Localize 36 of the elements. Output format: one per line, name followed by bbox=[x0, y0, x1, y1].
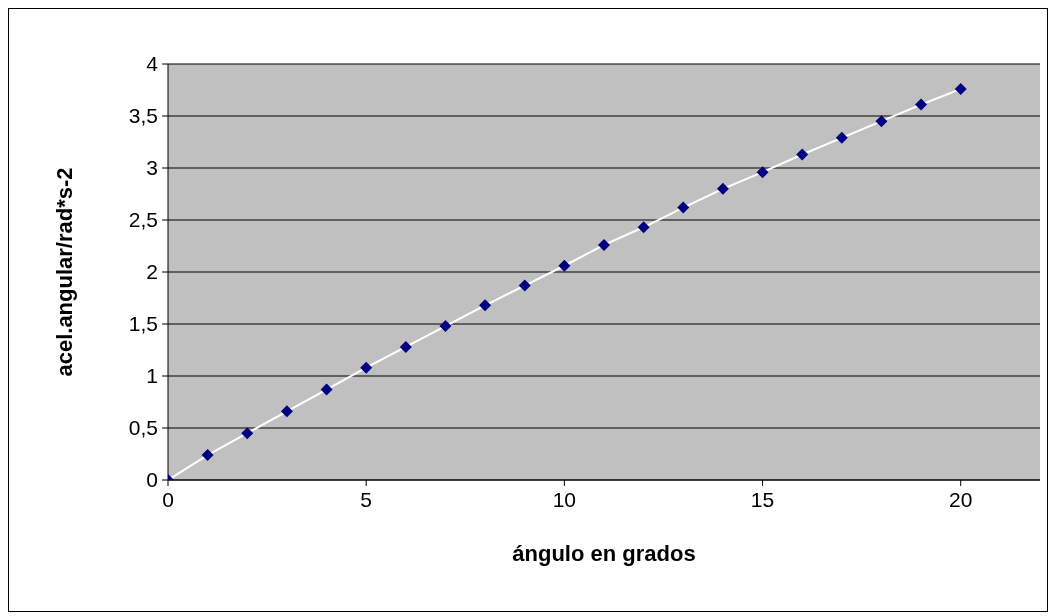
point bbox=[399, 340, 412, 353]
point bbox=[716, 182, 729, 195]
point bbox=[637, 221, 650, 234]
point bbox=[915, 98, 928, 111]
point bbox=[280, 405, 293, 418]
point bbox=[598, 238, 610, 251]
y-tick-label: 3,5 bbox=[128, 104, 158, 128]
y-tick-label: 0,5 bbox=[128, 416, 158, 440]
y-tick-label: 3 bbox=[146, 156, 158, 180]
point bbox=[756, 166, 769, 179]
point bbox=[201, 449, 214, 462]
point bbox=[835, 131, 848, 144]
x-tick-label: 0 bbox=[162, 487, 174, 511]
y-tick-label: 0 bbox=[146, 468, 158, 492]
point bbox=[479, 299, 492, 312]
x-tick-label: 20 bbox=[949, 487, 973, 511]
point bbox=[677, 201, 690, 214]
x-tick-label: 15 bbox=[750, 487, 775, 511]
y-tick-label: 1 bbox=[146, 364, 158, 388]
y-tick-label: 1,5 bbox=[128, 312, 158, 336]
x-tick-label: 5 bbox=[360, 487, 373, 511]
point bbox=[320, 383, 333, 396]
point bbox=[796, 148, 809, 161]
x-tick-label: 10 bbox=[552, 487, 577, 511]
point bbox=[518, 279, 531, 292]
y-axis-title: acel.angular/rad*s-2 bbox=[51, 167, 77, 377]
point bbox=[360, 361, 373, 374]
x-axis-title: ángulo en grados bbox=[512, 540, 696, 566]
y-tick-label: 4 bbox=[146, 52, 159, 76]
point bbox=[954, 82, 967, 95]
point bbox=[439, 320, 452, 333]
point bbox=[241, 427, 254, 440]
point bbox=[558, 259, 571, 272]
y-tick-label: 2,5 bbox=[128, 208, 158, 232]
point bbox=[875, 115, 888, 128]
y-tick-label: 2 bbox=[146, 260, 158, 284]
